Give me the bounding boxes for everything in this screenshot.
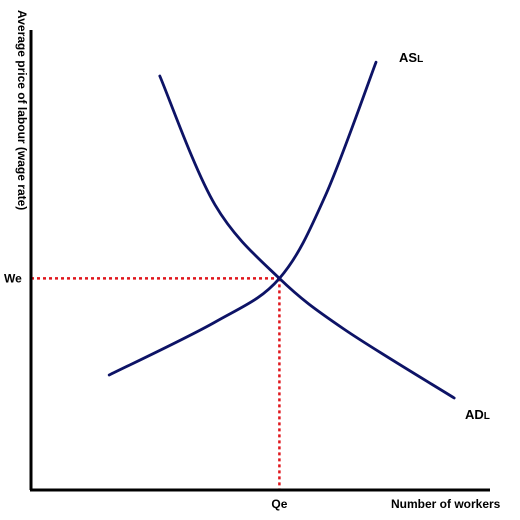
equilibrium-quantity-label: Qe <box>271 497 287 511</box>
x-axis-title: Number of workers <box>391 497 501 511</box>
y-axis-title: Average price of labour (wage rate) <box>15 10 29 210</box>
adl-curve-label: ADL <box>465 407 490 422</box>
asl-curve-label: ASL <box>399 50 423 65</box>
adl-label-main: AD <box>465 407 484 422</box>
asl-label-subscript: L <box>417 54 423 65</box>
equilibrium-wage-label: We <box>4 271 22 285</box>
asl-label-main: AS <box>399 50 417 65</box>
curve-adl-labour-demand <box>158 74 456 400</box>
adl-label-subscript: L <box>484 411 490 422</box>
curve-asl-labour-supply <box>107 60 378 377</box>
